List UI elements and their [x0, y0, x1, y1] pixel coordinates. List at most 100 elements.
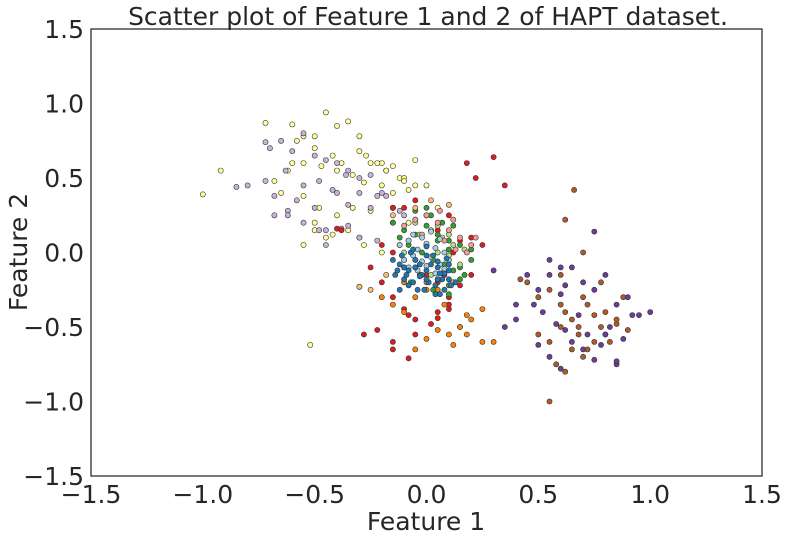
data-point — [546, 353, 553, 360]
data-point — [479, 306, 486, 312]
data-point — [607, 338, 613, 345]
data-point — [389, 212, 396, 219]
data-point — [468, 242, 475, 248]
data-point — [343, 172, 349, 178]
y-tick-label: 1.0 — [44, 90, 84, 119]
data-point — [434, 264, 441, 271]
data-point — [434, 249, 441, 256]
data-point — [569, 346, 575, 353]
data-point — [434, 258, 441, 265]
data-point — [293, 137, 300, 144]
data-point — [463, 312, 470, 318]
data-point — [367, 160, 374, 166]
data-point — [334, 160, 340, 166]
data-point — [284, 212, 291, 219]
data-point — [423, 243, 430, 250]
data-point — [546, 338, 553, 345]
data-point — [463, 331, 470, 338]
data-point — [445, 227, 452, 234]
x-axis-label: Feature 1 — [367, 507, 485, 536]
x-tick-label: 0.5 — [518, 480, 558, 509]
data-point — [428, 261, 434, 268]
data-point — [405, 186, 412, 193]
data-point — [557, 271, 564, 278]
data-point — [374, 192, 381, 199]
data-point — [448, 282, 454, 289]
data-point — [445, 267, 452, 274]
data-point — [282, 167, 289, 174]
data-point — [412, 264, 419, 271]
data-point — [316, 178, 322, 184]
data-point — [217, 167, 224, 174]
scatter-points — [199, 109, 654, 405]
data-point — [396, 286, 403, 293]
data-point — [262, 120, 269, 126]
data-point — [450, 216, 457, 223]
data-point — [430, 252, 437, 259]
data-point — [322, 242, 329, 248]
x-tick-label: −1.5 — [61, 480, 122, 509]
data-point — [602, 271, 609, 278]
data-point — [524, 279, 531, 286]
data-point — [436, 291, 443, 298]
data-point — [423, 212, 430, 219]
data-point — [405, 282, 412, 289]
data-point — [300, 130, 307, 137]
data-point — [457, 324, 463, 330]
data-point — [412, 197, 419, 204]
data-point — [398, 252, 405, 259]
data-point — [311, 133, 318, 140]
data-point — [389, 338, 396, 345]
data-point — [367, 286, 374, 293]
data-point — [356, 189, 363, 196]
data-point — [553, 321, 560, 327]
data-point — [517, 276, 524, 283]
y-tick-label: 0.0 — [44, 239, 84, 268]
data-point — [569, 338, 575, 345]
data-point — [501, 324, 508, 330]
data-point — [360, 179, 367, 186]
data-point — [423, 252, 430, 259]
data-point — [266, 145, 273, 152]
data-point — [445, 276, 452, 283]
series-6-points — [389, 204, 475, 298]
data-point — [436, 236, 443, 242]
data-point — [468, 271, 475, 278]
data-point — [322, 157, 329, 163]
data-point — [401, 222, 407, 229]
data-point — [322, 234, 329, 241]
data-point — [311, 145, 318, 152]
data-point — [629, 312, 636, 318]
data-point — [553, 361, 560, 368]
data-point — [575, 312, 582, 318]
data-point — [334, 189, 340, 196]
data-point — [463, 249, 470, 256]
data-point — [271, 192, 278, 199]
data-point — [412, 182, 419, 189]
data-point — [501, 182, 508, 189]
data-point — [416, 273, 423, 280]
series-4-points — [517, 186, 631, 405]
data-point — [569, 316, 575, 323]
data-point — [322, 227, 329, 234]
data-point — [580, 249, 586, 256]
data-point — [598, 279, 604, 286]
x-tick-label: −1.0 — [172, 480, 233, 509]
data-point — [356, 148, 363, 155]
data-point — [613, 358, 620, 365]
data-point — [557, 365, 564, 372]
data-point — [349, 172, 356, 178]
data-point — [580, 353, 586, 360]
data-point — [383, 167, 390, 174]
data-point — [401, 204, 407, 211]
data-point — [329, 231, 336, 238]
data-point — [620, 335, 627, 342]
chart-title: Scatter plot of Feature 1 and 2 of HAPT … — [128, 2, 728, 31]
x-tick-label: 1.5 — [742, 480, 782, 509]
data-point — [334, 123, 340, 129]
data-point — [580, 279, 586, 286]
data-point — [452, 279, 459, 286]
data-point — [412, 294, 419, 301]
